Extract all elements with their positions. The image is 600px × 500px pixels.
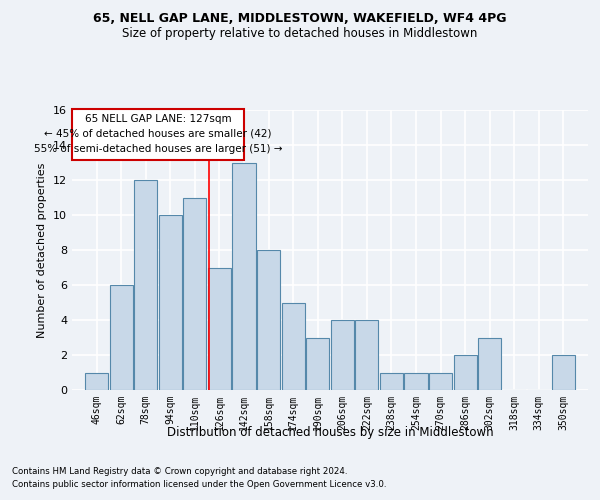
Bar [380,372,403,390]
Bar [355,320,379,390]
Bar [454,355,476,390]
Bar [85,372,108,390]
Text: 65 NELL GAP LANE: 127sqm: 65 NELL GAP LANE: 127sqm [85,114,232,124]
Bar [478,338,501,390]
Text: 65, NELL GAP LANE, MIDDLESTOWN, WAKEFIELD, WF4 4PG: 65, NELL GAP LANE, MIDDLESTOWN, WAKEFIEL… [93,12,507,26]
Text: Contains public sector information licensed under the Open Government Licence v3: Contains public sector information licen… [12,480,386,489]
Bar [429,372,452,390]
Bar [110,285,133,390]
FancyBboxPatch shape [72,109,244,160]
Y-axis label: Number of detached properties: Number of detached properties [37,162,47,338]
Bar [331,320,354,390]
Bar [134,180,157,390]
Bar [257,250,280,390]
Bar [159,215,182,390]
Bar [208,268,231,390]
Bar [404,372,428,390]
Bar [184,198,206,390]
Text: Distribution of detached houses by size in Middlestown: Distribution of detached houses by size … [167,426,493,439]
Bar [306,338,329,390]
Text: Contains HM Land Registry data © Crown copyright and database right 2024.: Contains HM Land Registry data © Crown c… [12,467,347,476]
Bar [552,355,575,390]
Text: ← 45% of detached houses are smaller (42): ← 45% of detached houses are smaller (42… [44,128,272,138]
Text: 55% of semi-detached houses are larger (51) →: 55% of semi-detached houses are larger (… [34,144,282,154]
Bar [281,302,305,390]
Bar [232,162,256,390]
Text: Size of property relative to detached houses in Middlestown: Size of property relative to detached ho… [122,28,478,40]
